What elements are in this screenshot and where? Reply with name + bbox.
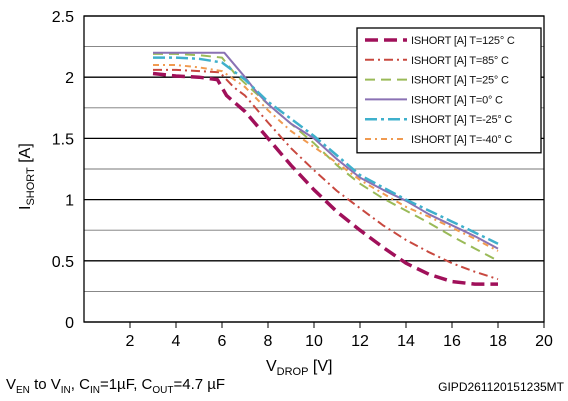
x-tick-label: 4 bbox=[172, 333, 181, 350]
test-conditions: VEN to VIN, CIN=1µF, COUT=4.7 µF bbox=[6, 376, 225, 396]
y-tick-label: 0.5 bbox=[52, 254, 74, 271]
axis-label-unit: [A] bbox=[17, 143, 34, 167]
legend-label: ISHORT [A] T=25° C bbox=[411, 75, 509, 87]
x-tick-label: 2 bbox=[126, 333, 135, 350]
y-tick-label: 2.5 bbox=[52, 9, 74, 26]
x-tick-label: 20 bbox=[535, 333, 553, 350]
axis-label-unit: [V] bbox=[308, 358, 332, 375]
y-tick-label: 2 bbox=[65, 70, 74, 87]
x-tick-label: 10 bbox=[305, 333, 323, 350]
condition-subscript: OUT bbox=[152, 385, 173, 396]
x-tick-label: 6 bbox=[218, 333, 227, 350]
legend-label: ISHORT [A] T=85° C bbox=[411, 55, 509, 67]
legend-label: ISHORT [A] T=0° C bbox=[411, 94, 503, 106]
y-axis-label: ISHORT [A] bbox=[17, 143, 37, 210]
legend-box bbox=[356, 27, 542, 154]
axis-label-subscript: SHORT bbox=[25, 167, 37, 206]
chart-series bbox=[152, 51, 499, 286]
series-line-5 bbox=[153, 64, 499, 252]
y-tick-label: 0 bbox=[65, 315, 74, 332]
legend-label: ISHORT [A] T=125° C bbox=[411, 35, 515, 47]
series-line-3 bbox=[153, 51, 499, 250]
series-line-2 bbox=[153, 52, 499, 262]
condition-text: V bbox=[6, 376, 16, 393]
figure-code: GIPD261120151235MT bbox=[438, 380, 565, 394]
x-tick-label: 14 bbox=[397, 333, 415, 350]
condition-text: =1µF, C bbox=[100, 376, 153, 393]
chart-labels: VDROP [V]ISHORT [A]VEN to VIN, CIN=1µF, … bbox=[6, 143, 565, 396]
condition-subscript: EN bbox=[16, 385, 30, 396]
condition-subscript: IN bbox=[61, 385, 71, 396]
condition-text: , C bbox=[71, 376, 90, 393]
y-tick-label: 1 bbox=[65, 193, 74, 210]
chart-axes: 2 4 6 8 10 12 14 16 18 20 0 0.5 1 1.5 2 2.5 bbox=[52, 9, 553, 350]
x-tick-label: 8 bbox=[264, 333, 273, 350]
x-axis-label: VDROP [V] bbox=[266, 358, 332, 378]
axis-label-main: V bbox=[266, 358, 277, 375]
condition-subscript: IN bbox=[90, 385, 100, 396]
axis-label-main: I bbox=[17, 206, 34, 210]
axis-label-subscript: DROP bbox=[277, 366, 309, 378]
condition-text: =4.7 µF bbox=[173, 376, 225, 393]
x-tick-label: 18 bbox=[489, 333, 507, 350]
x-tick-label: 16 bbox=[443, 333, 461, 350]
series-line-4 bbox=[153, 56, 499, 245]
chart-legend: ISHORT [A] T=125° C ISHORT [A] T=85° C ISH… bbox=[356, 27, 542, 154]
legend-label: ISHORT [A] T=-40° C bbox=[411, 134, 512, 146]
y-tick-label: 1.5 bbox=[52, 131, 74, 148]
x-tick-label: 12 bbox=[351, 333, 369, 350]
series-line-0 bbox=[152, 71, 498, 286]
legend-label: ISHORT [A] T=-25° C bbox=[411, 114, 512, 126]
series-line-1 bbox=[153, 68, 499, 281]
condition-text: to V bbox=[30, 376, 61, 393]
